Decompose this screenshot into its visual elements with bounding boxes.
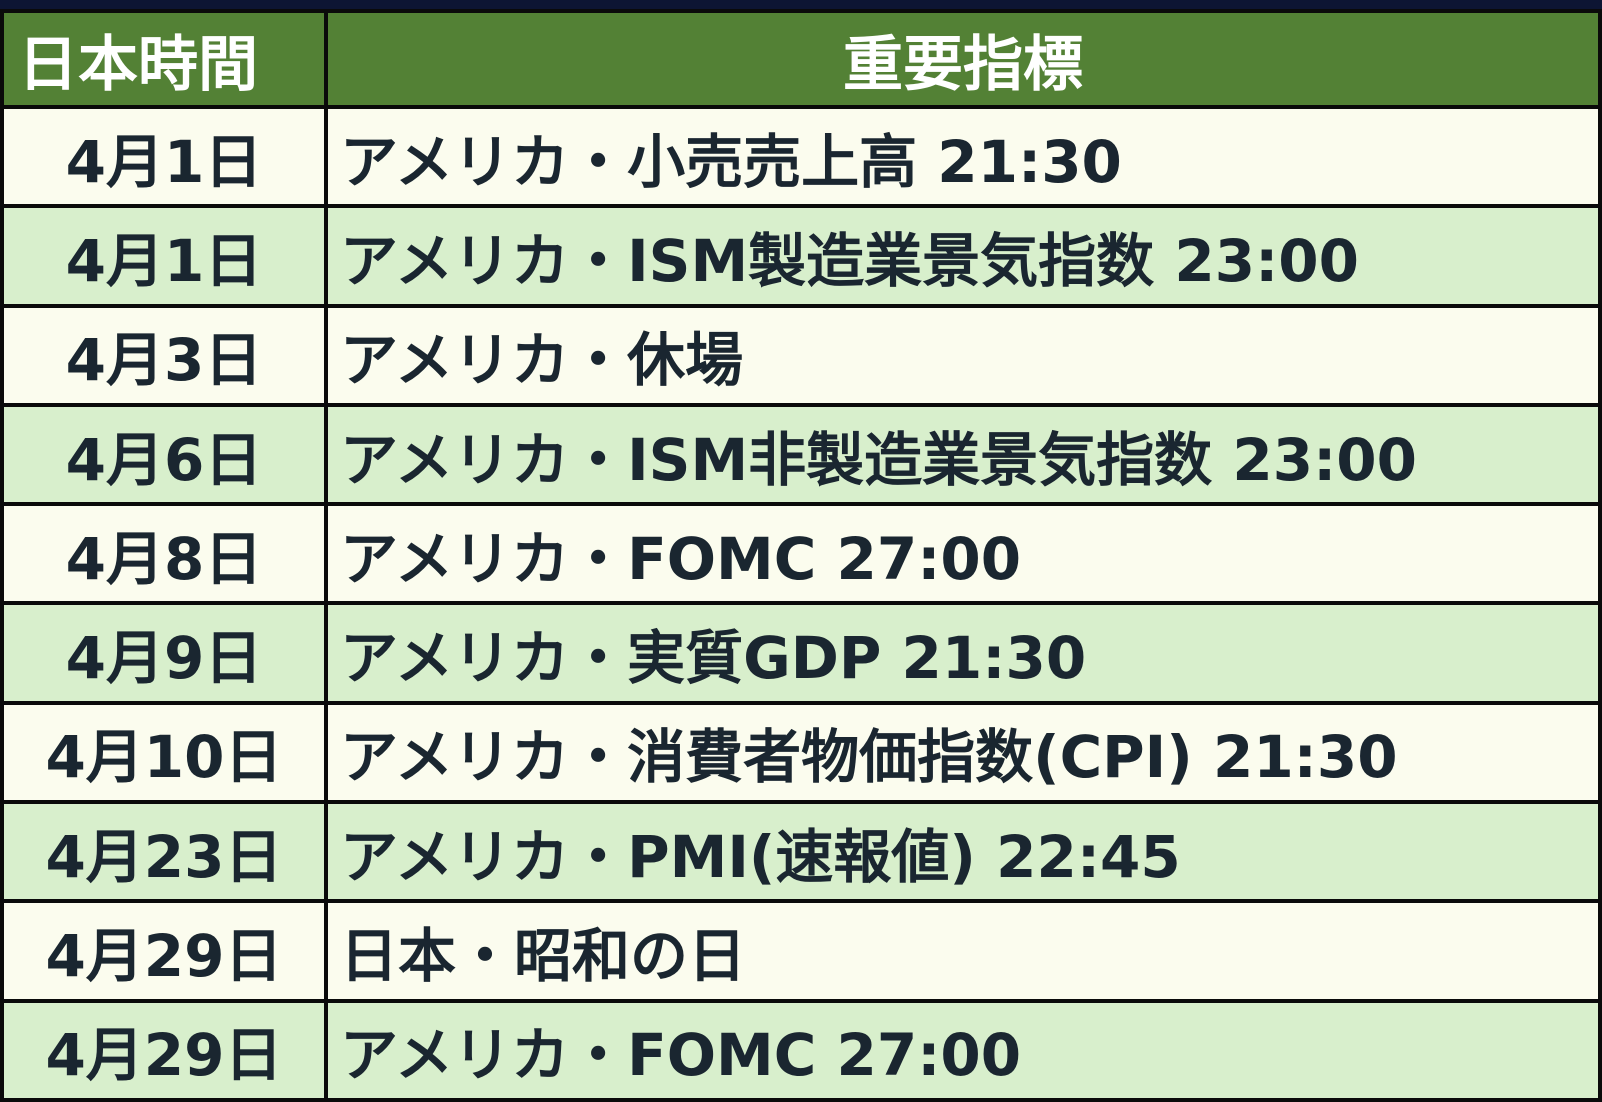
date-cell: 4月23日 (0, 800, 328, 904)
header-japan-time: 日本時間 (0, 9, 328, 109)
table-row: 4月8日 アメリカ・FOMC 27:00 (0, 502, 1602, 606)
event-cell: アメリカ・FOMC 27:00 (324, 998, 1602, 1102)
event-cell: アメリカ・休場 (324, 303, 1602, 407)
event-cell: アメリカ・ISM非製造業景気指数 23:00 (324, 402, 1602, 507)
table-row: 4月10日 アメリカ・消費者物価指数(CPI) 21:30 (0, 700, 1602, 805)
date-cell: 4月6日 (0, 402, 328, 507)
date-cell: 4月1日 (0, 104, 328, 209)
date-cell: 4月10日 (0, 700, 328, 805)
date-cell: 4月29日 (0, 998, 328, 1102)
date-cell: 4月3日 (0, 303, 328, 407)
header-key-indicators: 重要指標 (324, 9, 1602, 109)
date-cell: 4月1日 (0, 204, 328, 308)
event-cell: アメリカ・小売売上高 21:30 (324, 104, 1602, 209)
event-cell: アメリカ・消費者物価指数(CPI) 21:30 (324, 700, 1602, 805)
table-row: 4月6日 アメリカ・ISM非製造業景気指数 23:00 (0, 402, 1602, 507)
economic-indicators-table: 日本時間 重要指標 4月1日 アメリカ・小売売上高 21:30 4月1日 アメリカ・I… (0, 9, 1602, 1102)
event-cell: 日本・昭和の日 (324, 899, 1602, 1003)
date-cell: 4月8日 (0, 502, 328, 606)
table-row: 4月1日 アメリカ・小売売上高 21:30 (0, 104, 1602, 209)
table-row: 4月29日 日本・昭和の日 (0, 899, 1602, 1003)
date-cell: 4月9日 (0, 601, 328, 705)
event-cell: アメリカ・FOMC 27:00 (324, 502, 1602, 606)
table-row: 4月1日 アメリカ・ISM製造業景気指数 23:00 (0, 204, 1602, 308)
table-row: 4月3日 アメリカ・休場 (0, 303, 1602, 407)
event-cell: アメリカ・実質GDP 21:30 (324, 601, 1602, 705)
event-cell: アメリカ・PMI(速報値) 22:45 (324, 800, 1602, 904)
table-row: 4月29日 アメリカ・FOMC 27:00 (0, 998, 1602, 1102)
event-cell: アメリカ・ISM製造業景気指数 23:00 (324, 204, 1602, 308)
table-row: 4月23日 アメリカ・PMI(速報値) 22:45 (0, 800, 1602, 904)
date-cell: 4月29日 (0, 899, 328, 1003)
table-row: 4月9日 アメリカ・実質GDP 21:30 (0, 601, 1602, 705)
table-header-row: 日本時間 重要指標 (0, 9, 1602, 109)
